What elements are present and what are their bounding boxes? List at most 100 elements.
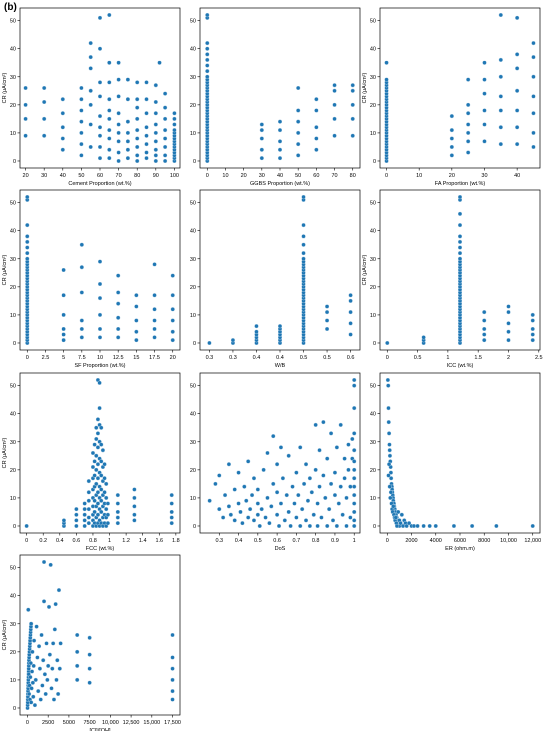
y-tick-label: 40 (190, 229, 196, 235)
y-axis-label: CR (μA/cm²) (2, 620, 8, 651)
data-point (94, 425, 99, 430)
data-point (530, 523, 535, 529)
data-point (342, 456, 347, 461)
x-tick-label: 12,000 (524, 538, 541, 544)
data-point (388, 490, 394, 495)
data-point (55, 691, 61, 697)
x-tick-label: 2.5 (535, 355, 543, 361)
data-point (97, 15, 103, 20)
data-point (384, 60, 389, 65)
data-point (38, 697, 43, 702)
data-point (107, 108, 112, 113)
data-point (86, 498, 91, 503)
data-point (42, 116, 47, 122)
data-point (153, 139, 158, 144)
data-point (95, 445, 101, 450)
data-point (116, 139, 121, 144)
data-point (95, 501, 101, 506)
y-tick-label: 0 (193, 159, 196, 165)
data-point (323, 495, 328, 501)
data-point (116, 94, 121, 99)
data-point (387, 484, 392, 489)
x-tick-label: 0.9 (331, 538, 339, 544)
y-tick-label: 0 (13, 159, 16, 165)
data-point (259, 147, 264, 152)
data-point (205, 40, 210, 46)
data-point (350, 88, 355, 93)
data-point (352, 523, 357, 529)
x-tick-label: 40 (514, 173, 520, 179)
data-point (79, 108, 84, 113)
data-point (25, 251, 30, 256)
x-tick-label: 17,500 (164, 720, 181, 726)
data-point (314, 125, 319, 130)
data-point (33, 677, 38, 683)
scatter-panel-2: 0 10 20 30 40 50 0 10 20 30 40 50 60 70 80 GGBS Proport… (190, 7, 361, 187)
x-axis-label: GGBS Proportion (wt.%) (250, 181, 310, 187)
scatter-panel-3: 0 10 20 30 40 50 0 10 20 30 40 FA Proportion (wt.%)… (362, 7, 541, 187)
data-point (107, 97, 112, 102)
data-point (514, 52, 520, 57)
data-point (144, 150, 149, 155)
data-point (236, 470, 241, 475)
data-point (30, 649, 35, 654)
x-tick-label: 0.5 (254, 538, 262, 544)
x-axis-label: DoS (275, 546, 286, 552)
data-point (391, 504, 396, 509)
data-point (449, 144, 454, 150)
data-point (350, 102, 355, 107)
data-point (61, 326, 66, 332)
data-point (451, 523, 457, 529)
y-tick-label: 30 (190, 75, 196, 81)
data-point (116, 158, 121, 164)
y-tick-label: 40 (10, 229, 16, 235)
data-point (301, 242, 306, 247)
data-point (61, 338, 66, 343)
data-point (99, 425, 104, 430)
x-tick-label: 1.8 (172, 538, 180, 544)
data-point (88, 102, 93, 107)
data-point (259, 506, 264, 512)
y-tick-label: 30 (370, 440, 376, 446)
x-tick-label: 0.5 (300, 355, 308, 361)
data-point (29, 669, 35, 674)
x-tick-label: 20 (449, 173, 455, 179)
data-point (506, 304, 511, 309)
data-point (257, 523, 262, 529)
data-point (99, 459, 104, 464)
x-tick-label: 2500 (42, 720, 54, 726)
data-point (398, 521, 403, 526)
data-point (79, 265, 84, 270)
x-tick-label: 0.4 (235, 538, 243, 544)
data-point (263, 515, 268, 520)
data-point (406, 521, 412, 526)
data-point (144, 111, 149, 116)
scatter-panel-10: 0 10 20 30 40 50 0 2500 5000 7500 10,000 12,500 15,0… (2, 554, 181, 731)
data-point (170, 688, 175, 694)
x-tick-label: 0 (385, 173, 388, 179)
y-tick-label: 0 (373, 159, 376, 165)
data-point (26, 691, 32, 697)
y-tick-label: 50 (10, 19, 16, 25)
data-point (25, 194, 30, 200)
scatter-panel-8: 0 10 20 30 40 50 0.3 0.4 0.5 0.6 0.7 0.8 0.9 1 DoS (190, 372, 361, 552)
data-point (350, 436, 355, 442)
data-point (514, 125, 520, 130)
data-point (152, 318, 157, 323)
data-point (107, 156, 112, 161)
data-point (506, 321, 511, 326)
data-point (29, 621, 34, 626)
data-point (466, 111, 471, 116)
data-point (42, 85, 47, 91)
data-point (134, 304, 139, 309)
data-point (48, 562, 53, 567)
data-point (46, 663, 51, 669)
data-point (336, 501, 341, 506)
x-tick-label: 0.4 (253, 355, 261, 361)
data-point (294, 470, 299, 475)
data-point (107, 12, 112, 18)
data-point (162, 153, 168, 158)
data-point (55, 658, 60, 663)
scatter-panel-5: 0 10 20 30 40 50 0.3 0.3 0.4 0.4 0.5 0.5 0.6 W/B (190, 189, 361, 369)
data-point (31, 638, 37, 643)
